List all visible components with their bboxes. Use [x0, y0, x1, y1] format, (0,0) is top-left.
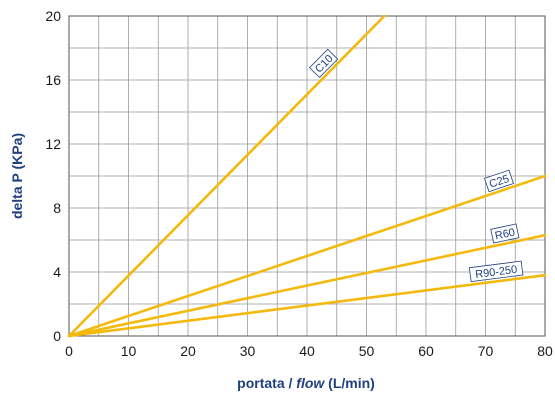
x-tick-label: 10 [121, 343, 137, 359]
x-axis-title-prefix: portata / [237, 375, 296, 391]
series-line-r90-250 [67, 273, 547, 338]
series-label-c10: C10 [309, 48, 339, 79]
series-label-r60: R60 [490, 223, 520, 244]
y-tick-label: 4 [53, 264, 61, 280]
x-tick-label: 0 [65, 343, 73, 359]
y-tick-label: 12 [45, 136, 61, 152]
series-label-box [484, 169, 514, 193]
series-label-text: R90-250 [475, 264, 518, 281]
x-tick-label: 50 [359, 343, 375, 359]
series-label-box [309, 48, 339, 79]
x-tick-label: 40 [299, 343, 315, 359]
x-tick-label: 30 [240, 343, 256, 359]
y-tick-label: 8 [53, 200, 61, 216]
series-line-c10 [67, 14, 386, 338]
y-axis-title: delta P (KPa) [9, 133, 25, 219]
series-label-r90-250: R90-250 [468, 260, 524, 283]
x-tick-label: 60 [418, 343, 434, 359]
x-axis-title: portata / flow (L/min) [237, 375, 375, 391]
x-axis-title-suffix: (L/min) [324, 375, 375, 391]
series-label-box [468, 260, 524, 283]
y-tick-label: 20 [45, 8, 61, 24]
x-tick-labels: 0 10 20 30 40 50 60 70 80 [65, 343, 553, 359]
y-tick-label: 0 [53, 328, 61, 344]
series-line-r60 [67, 233, 547, 338]
grid [68, 15, 546, 337]
x-axis-title-italic: flow [296, 375, 325, 391]
series-line-c25 [67, 174, 547, 338]
x-tick-label: 70 [478, 343, 494, 359]
x-tick-label: 80 [537, 343, 553, 359]
series-label-box [490, 223, 520, 244]
y-tick-label: 16 [45, 72, 61, 88]
y-tick-labels: 0 4 8 12 16 20 [45, 8, 61, 344]
series-label-c25: C25 [484, 169, 514, 193]
series-label-text: R60 [494, 226, 516, 242]
series-labels: C10 C25 R60 R90-250 [309, 48, 524, 283]
series-lines [67, 14, 547, 338]
x-tick-label: 20 [180, 343, 196, 359]
